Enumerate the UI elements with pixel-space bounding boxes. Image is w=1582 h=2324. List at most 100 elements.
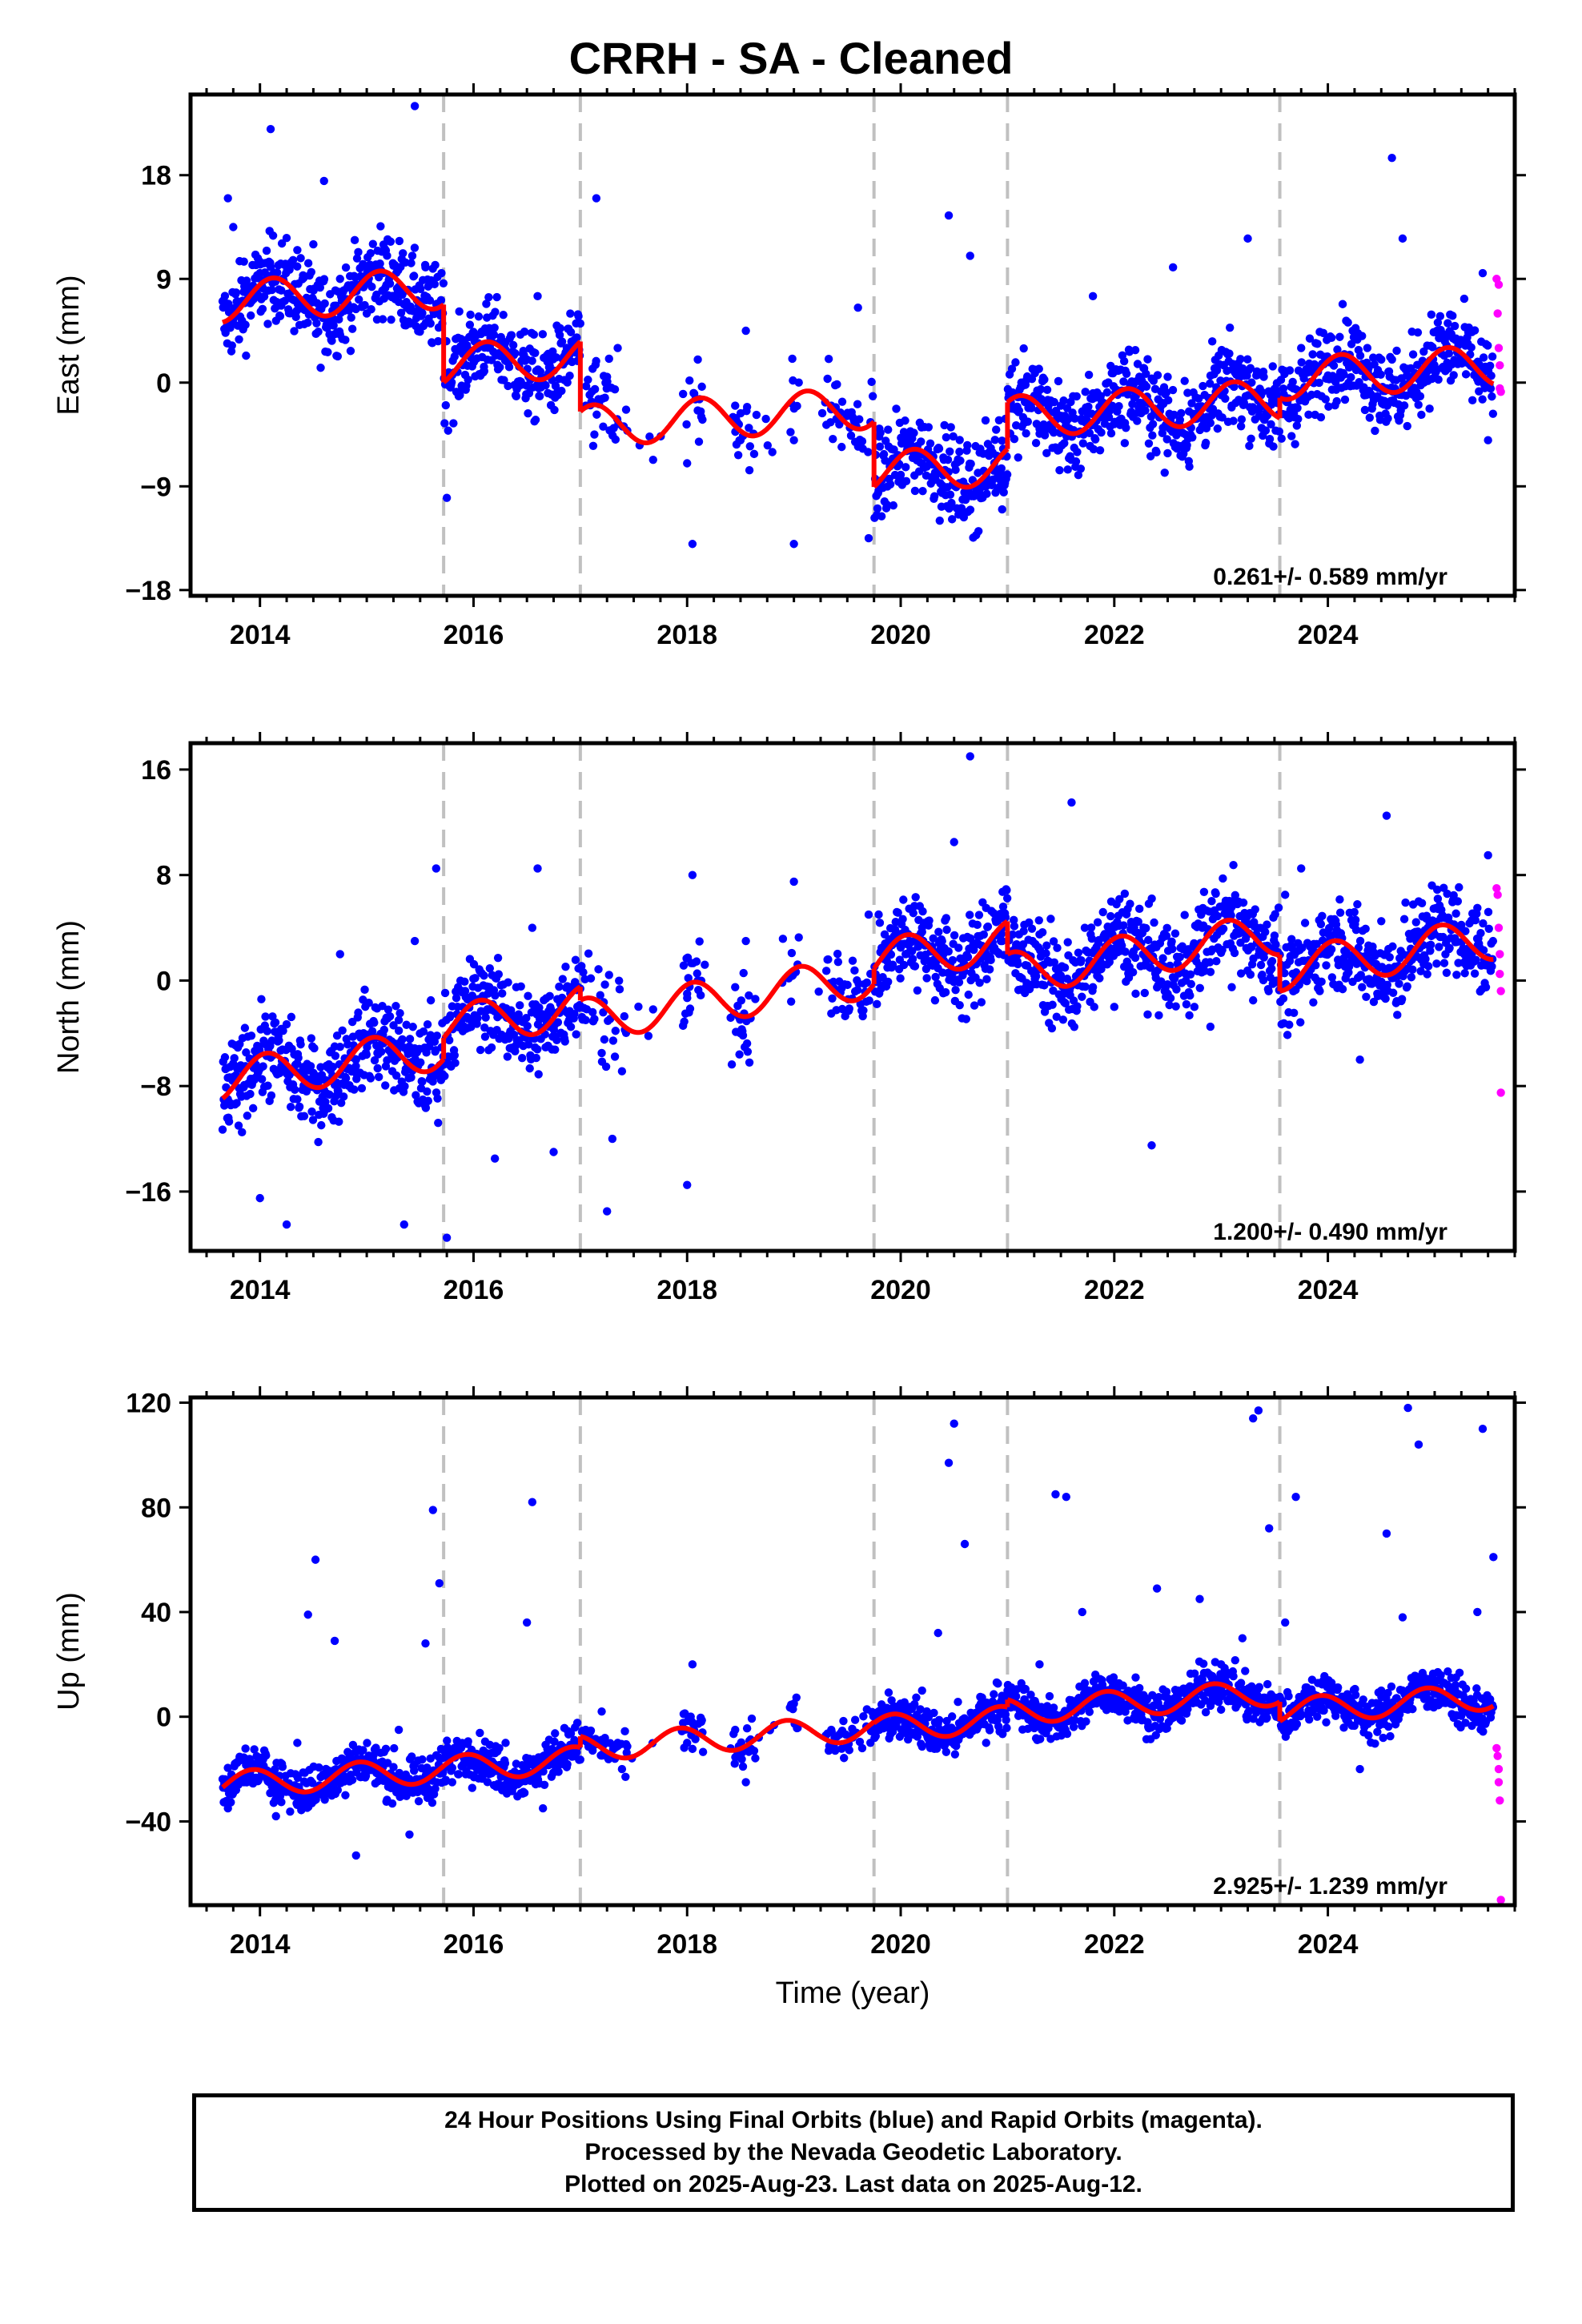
- data-point: [966, 505, 975, 514]
- x-tick-label: 2024: [1298, 620, 1359, 650]
- final-orbit-point: [277, 1062, 286, 1071]
- data-point: [481, 1013, 490, 1022]
- data-point: [620, 1727, 629, 1736]
- data-point: [1163, 448, 1172, 458]
- data-point: [524, 408, 532, 418]
- final-orbit-point: [234, 1121, 243, 1130]
- final-orbit-point: [731, 983, 740, 991]
- data-point: [604, 354, 613, 364]
- data-point: [1319, 328, 1328, 338]
- final-orbit-point: [1168, 263, 1178, 272]
- data-point: [588, 1746, 597, 1755]
- data-point: [1258, 388, 1267, 397]
- data-point: [271, 1765, 279, 1774]
- final-orbit-point: [939, 950, 948, 959]
- data-point: [408, 251, 417, 260]
- final-orbit-point: [309, 1068, 318, 1077]
- data-point: [793, 401, 801, 411]
- data-point: [1001, 913, 1010, 922]
- data-point: [1002, 886, 1011, 895]
- data-point: [942, 1747, 951, 1756]
- data-point: [1251, 905, 1259, 914]
- data-point: [1133, 360, 1142, 368]
- data-point: [1150, 918, 1158, 927]
- data-point: [1237, 415, 1247, 424]
- data-point: [394, 1026, 404, 1035]
- data-point: [1335, 908, 1345, 917]
- data-point: [448, 1763, 457, 1772]
- data-point: [1229, 860, 1238, 870]
- data-point: [843, 980, 852, 990]
- data-point: [1476, 929, 1485, 938]
- data-point: [1162, 923, 1171, 933]
- data-point: [1265, 435, 1275, 444]
- data-point: [1425, 404, 1434, 413]
- data-point: [489, 330, 499, 340]
- final-orbit-point: [544, 349, 553, 358]
- fit-curve-segment-5: [1006, 918, 1280, 989]
- data-point: [1207, 337, 1217, 346]
- data-point: [917, 437, 926, 446]
- data-point: [1445, 943, 1454, 953]
- data-point: [1143, 355, 1152, 364]
- data-point: [464, 1737, 472, 1746]
- data-point: [288, 255, 298, 264]
- data-point: [307, 1034, 315, 1043]
- data-point: [1049, 937, 1058, 946]
- data-point: [572, 1030, 580, 1039]
- data-point: [1443, 889, 1452, 899]
- data-point: [1413, 328, 1423, 337]
- data-point: [1142, 923, 1150, 933]
- final-orbit-point: [731, 401, 740, 410]
- data-point: [263, 1081, 272, 1090]
- final-orbit-point: [1441, 367, 1450, 376]
- data-point: [682, 420, 691, 429]
- data-point: [1142, 382, 1151, 391]
- data-point: [339, 1092, 348, 1101]
- data-point: [566, 328, 576, 336]
- data-point: [926, 439, 935, 448]
- data-point: [1340, 395, 1350, 404]
- data-point: [1472, 955, 1480, 964]
- data-point: [1055, 466, 1064, 475]
- data-point: [680, 1017, 689, 1026]
- data-point: [1427, 374, 1436, 384]
- final-orbit-point: [319, 176, 328, 186]
- final-orbit-point: [741, 936, 750, 946]
- data-point: [1187, 399, 1196, 408]
- data-point: [566, 1729, 576, 1738]
- data-point: [951, 985, 960, 995]
- data-point: [1168, 385, 1178, 395]
- data-point: [1002, 470, 1012, 479]
- final-orbit-point: [789, 436, 798, 444]
- data-point: [875, 919, 885, 927]
- data-point: [994, 1679, 1002, 1688]
- data-point: [1292, 421, 1302, 430]
- data-point: [1040, 981, 1049, 990]
- data-point: [884, 1688, 893, 1697]
- data-point: [1264, 987, 1273, 995]
- data-point: [1010, 434, 1019, 444]
- data-point: [862, 978, 872, 987]
- data-point: [601, 1062, 611, 1072]
- x-tick-label: 2024: [1298, 1275, 1359, 1305]
- data-point: [1444, 349, 1454, 358]
- data-point: [480, 1032, 490, 1041]
- data-point: [898, 915, 907, 923]
- data-point: [480, 971, 488, 980]
- data-point: [1225, 349, 1234, 358]
- data-point: [1052, 1012, 1061, 1021]
- data-point: [1230, 948, 1239, 958]
- data-point: [1369, 997, 1379, 1007]
- data-point: [351, 1062, 360, 1071]
- data-point: [576, 319, 584, 328]
- final-orbit-point: [1206, 418, 1215, 428]
- data-point: [934, 927, 943, 936]
- data-point: [935, 516, 944, 525]
- data-point: [1142, 369, 1150, 378]
- data-point: [224, 1117, 234, 1126]
- data-point: [592, 356, 600, 366]
- data-point: [294, 1053, 303, 1063]
- data-point: [1450, 321, 1460, 331]
